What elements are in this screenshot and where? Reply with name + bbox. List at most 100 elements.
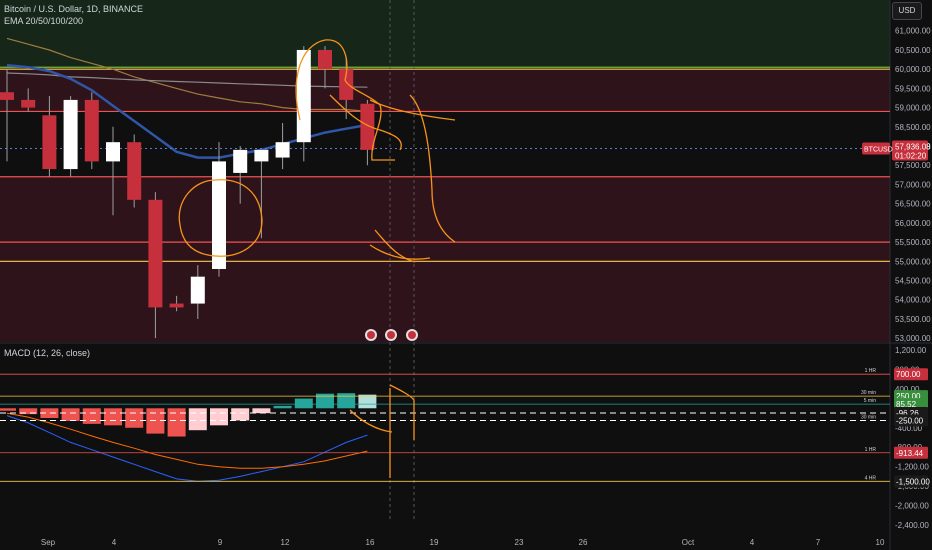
macd-level-tag: 1 HR (865, 368, 877, 374)
candle-body (148, 199, 163, 308)
macd-histogram-bar (294, 398, 313, 409)
freehand-drawing (369, 99, 456, 121)
macd-legend[interactable]: MACD (12, 26, close) (4, 348, 91, 358)
macd-tick-label: -2,400.00 (895, 521, 929, 530)
macd-value-badge (894, 368, 928, 381)
macd-level-tag: 1 HR (865, 447, 877, 453)
macd-value-label: -1,500.00 (896, 477, 930, 486)
time-axis-label: 7 (816, 538, 821, 547)
candle (106, 126, 120, 216)
candle (212, 142, 226, 277)
macd-value-label: -250.00 (896, 416, 924, 425)
price-tick-label: 59,000.00 (895, 104, 931, 113)
macd-value-badge (894, 475, 928, 488)
time-axis-label: 4 (112, 538, 117, 547)
candle-body (106, 142, 120, 162)
macd-histogram-bar (358, 394, 377, 409)
freehand-drawing (409, 94, 456, 243)
macd-histogram-bar (82, 408, 101, 424)
macd-histogram-bar (210, 408, 228, 426)
price-tick-label: 53,500.00 (895, 315, 931, 324)
macd-tick-label: -2,000.00 (895, 502, 929, 511)
macd-value-label: -913.44 (896, 449, 924, 458)
currency-button[interactable]: USD (892, 2, 922, 20)
price-tick-label: 59,500.00 (895, 84, 931, 93)
price-tick-label: 60,500.00 (895, 46, 931, 55)
macd-tick-label: -1,200.00 (895, 463, 929, 472)
macd-tick-label: -400.00 (895, 424, 923, 433)
macd-histogram-bar (273, 405, 292, 409)
candle-body (275, 142, 290, 158)
time-axis-label: 26 (579, 538, 588, 547)
macd-histogram-bar (125, 408, 144, 428)
macd-histogram-bar (252, 408, 271, 414)
time-axis-label: 10 (876, 538, 885, 547)
candle-body (84, 99, 99, 162)
macd-histogram-bar (231, 408, 250, 421)
price-tick-label: 56,500.00 (895, 200, 931, 209)
macd-histogram-bar (316, 393, 334, 409)
macd-histogram-bar (167, 408, 186, 437)
macd-level-tag: 5 min (864, 398, 876, 404)
price-tick-label: 57,000.00 (895, 180, 931, 189)
macd-histogram-bar (61, 408, 80, 421)
candle (0, 69, 14, 162)
macd-histogram-bar (104, 408, 122, 426)
macd-level-tag: 30 min (861, 390, 876, 396)
time-axis-label: 12 (281, 538, 290, 547)
price-tick-label: 55,500.00 (895, 238, 931, 247)
macd-tick-label: 400.00 (895, 385, 920, 394)
candle (318, 46, 332, 89)
candle-body (63, 99, 78, 170)
candle-body (169, 303, 184, 308)
macd-line (6, 412, 368, 469)
candle (84, 92, 99, 170)
price-tick-label: 55,000.00 (895, 257, 931, 266)
price-tick-label: 54,500.00 (895, 277, 931, 286)
macd-level-tag: 4 HR (865, 475, 877, 481)
candle-body (254, 149, 269, 162)
red-zone-lower (0, 176, 890, 342)
candle-body (21, 99, 36, 108)
red-zone-upper (0, 69, 890, 112)
price-tick-label: 57,500.00 (895, 161, 931, 170)
time-axis-label: 4 (750, 538, 755, 547)
candle (127, 134, 142, 208)
macd-line (6, 415, 368, 482)
candle (42, 96, 57, 177)
us-flag-event-icon (406, 329, 418, 341)
macd-value-label: -96.26 (896, 409, 919, 418)
macd-value-badge (894, 446, 928, 459)
candle-body (296, 49, 311, 143)
macd-tick-label: 1,200.00 (895, 346, 927, 355)
candle-body (212, 161, 226, 269)
macd-value-badge (894, 414, 928, 427)
green-zone (0, 0, 890, 70)
candle-body (0, 92, 14, 100)
candle (339, 57, 354, 120)
macd-value-label: 700.00 (896, 370, 921, 379)
candle (148, 192, 163, 339)
candle (360, 99, 375, 166)
freehand-drawing (295, 39, 395, 161)
price-badge-value: 57,936.08 (895, 142, 931, 151)
time-axis-label: Sep (41, 538, 56, 547)
candle (233, 146, 248, 204)
candle (169, 295, 184, 312)
symbol-badge (862, 142, 890, 155)
macd-histogram-bar (188, 408, 207, 431)
freehand-drawing (374, 229, 416, 263)
macd-histogram-bar (337, 393, 356, 409)
candle-body (42, 115, 57, 170)
price-tick-label: 54,000.00 (895, 296, 931, 305)
freehand-drawing (389, 384, 415, 440)
time-axis-label: 19 (430, 538, 439, 547)
indicator-legend[interactable]: EMA 20/50/100/200 (4, 16, 84, 26)
symbol-badge-label: BTCUSD (864, 146, 893, 153)
macd-value-label: 85.52 (896, 400, 917, 409)
macd-value-label: 250.00 (896, 392, 921, 401)
candle-body (233, 149, 248, 173)
time-axis-label: 23 (515, 538, 524, 547)
candle (21, 88, 36, 112)
